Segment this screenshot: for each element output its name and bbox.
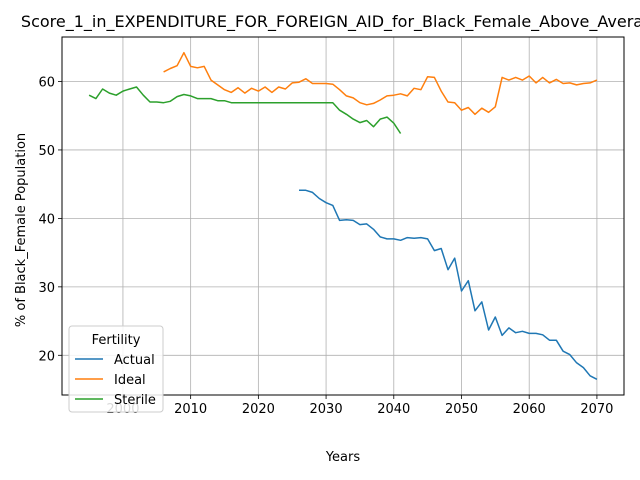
legend-title: Fertility xyxy=(92,333,141,348)
x-tick-label: 2020 xyxy=(242,402,275,417)
legend-label-actual: Actual xyxy=(114,353,155,368)
y-axis-label: % of Black_Female Population xyxy=(14,133,29,327)
chart-title: Score_1_in_EXPENDITURE_FOR_FOREIGN_AID_f… xyxy=(21,12,640,32)
legend: Fertility Actual Ideal Sterile xyxy=(68,325,164,413)
x-axis-ticks: 20002010202020302040205020602070 xyxy=(106,395,613,417)
legend-items: Actual Ideal Sterile xyxy=(75,353,156,408)
legend-box xyxy=(68,325,164,413)
x-tick-label: 2050 xyxy=(445,402,478,417)
legend-label-ideal: Ideal xyxy=(114,373,146,388)
y-tick-label: 20 xyxy=(38,349,55,364)
x-tick-label: 2070 xyxy=(580,402,613,417)
x-tick-label: 2060 xyxy=(513,402,546,417)
x-axis-label: Years xyxy=(325,450,361,465)
series-line-actual xyxy=(299,189,598,380)
x-tick-label: 2040 xyxy=(377,402,410,417)
y-tick-label: 40 xyxy=(38,212,55,227)
x-tick-label: 2030 xyxy=(310,402,343,417)
x-tick-label: 2010 xyxy=(174,402,207,417)
legend-label-sterile: Sterile xyxy=(114,393,156,408)
y-tick-label: 30 xyxy=(38,281,55,296)
y-tick-label: 50 xyxy=(38,144,55,159)
series-line-sterile xyxy=(88,86,402,134)
grid xyxy=(62,37,624,395)
y-tick-label: 60 xyxy=(38,75,55,90)
series-line-ideal xyxy=(163,51,598,116)
series-lines xyxy=(88,51,598,380)
y-axis-ticks: 20 30 40 50 60 xyxy=(38,75,62,364)
plot-frame xyxy=(61,36,625,396)
